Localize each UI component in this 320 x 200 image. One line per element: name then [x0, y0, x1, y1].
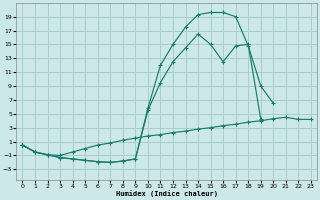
- X-axis label: Humidex (Indice chaleur): Humidex (Indice chaleur): [116, 190, 218, 197]
